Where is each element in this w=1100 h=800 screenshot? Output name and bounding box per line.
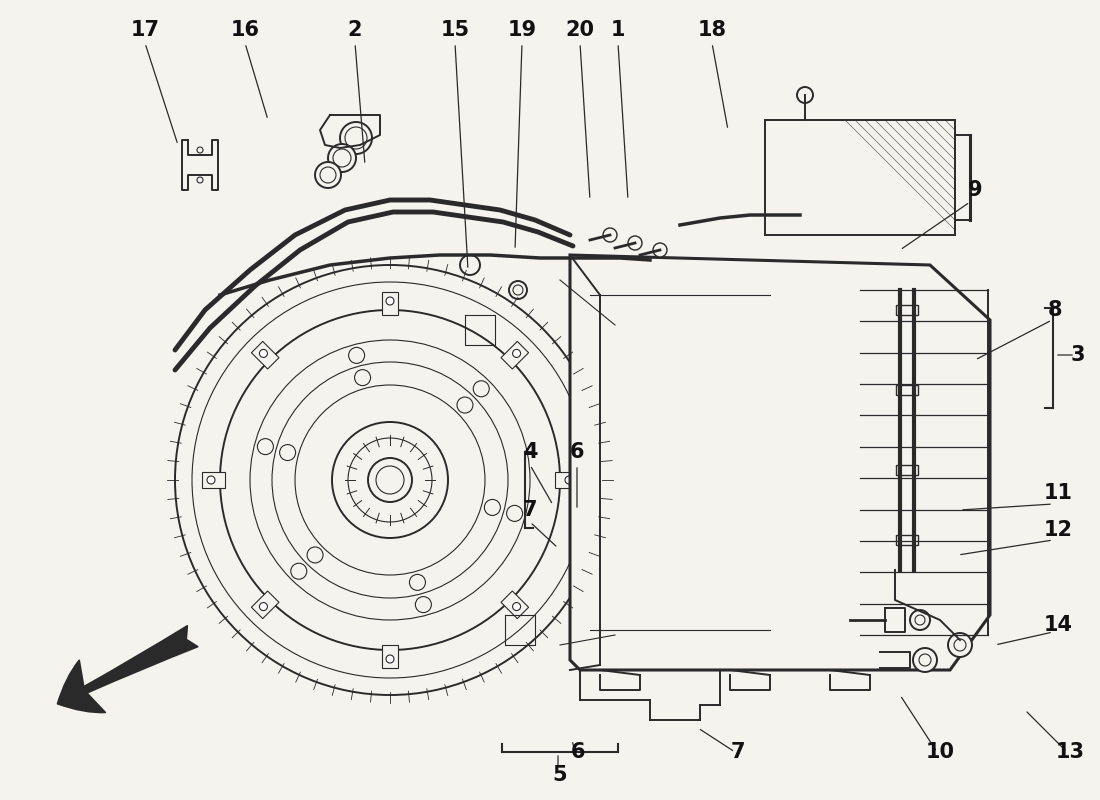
Text: 13: 13: [1056, 742, 1085, 762]
Polygon shape: [252, 591, 279, 618]
Circle shape: [628, 236, 642, 250]
Text: 1: 1: [610, 20, 625, 40]
Bar: [764, 120, 955, 235]
Circle shape: [910, 610, 930, 630]
Polygon shape: [202, 472, 226, 488]
Polygon shape: [500, 342, 529, 369]
Text: 20: 20: [565, 20, 594, 40]
Circle shape: [386, 655, 394, 663]
Text: 14: 14: [1044, 615, 1072, 635]
Circle shape: [332, 422, 448, 538]
Polygon shape: [556, 472, 578, 488]
Circle shape: [348, 438, 432, 522]
Text: 18: 18: [697, 20, 726, 40]
Circle shape: [948, 633, 972, 657]
Circle shape: [315, 162, 341, 188]
Bar: [896, 305, 918, 315]
Text: 12: 12: [1044, 520, 1072, 540]
Polygon shape: [252, 342, 279, 369]
Bar: [896, 385, 918, 395]
Circle shape: [368, 458, 412, 502]
Circle shape: [460, 255, 480, 275]
PathPatch shape: [570, 255, 990, 670]
Circle shape: [798, 87, 813, 103]
Polygon shape: [382, 645, 398, 668]
Text: 6: 6: [571, 742, 585, 762]
Circle shape: [954, 639, 966, 651]
Circle shape: [603, 228, 617, 242]
Text: 8: 8: [1047, 300, 1063, 320]
Circle shape: [340, 122, 372, 154]
Text: 3: 3: [1070, 345, 1086, 365]
Text: 4: 4: [522, 442, 537, 462]
Text: 7: 7: [730, 742, 746, 762]
Text: 16: 16: [231, 20, 260, 40]
Text: 7: 7: [522, 500, 537, 520]
Circle shape: [513, 350, 520, 358]
Text: 10: 10: [925, 742, 955, 762]
Circle shape: [328, 144, 356, 172]
Text: 17: 17: [131, 20, 160, 40]
Circle shape: [513, 602, 520, 610]
Text: 2: 2: [348, 20, 362, 40]
Circle shape: [565, 476, 573, 484]
Text: 9: 9: [968, 180, 982, 200]
Text: 19: 19: [507, 20, 537, 40]
Circle shape: [653, 243, 667, 257]
Circle shape: [509, 281, 527, 299]
Circle shape: [260, 350, 267, 358]
Text: 6: 6: [570, 442, 584, 462]
Circle shape: [386, 297, 394, 305]
Circle shape: [260, 602, 267, 610]
Text: 11: 11: [1044, 483, 1072, 503]
Circle shape: [207, 476, 215, 484]
Text: 15: 15: [440, 20, 470, 40]
Polygon shape: [382, 292, 398, 315]
Bar: [896, 465, 918, 475]
Circle shape: [197, 147, 204, 153]
Circle shape: [913, 648, 937, 672]
Text: 5: 5: [552, 765, 568, 785]
Bar: [896, 535, 918, 545]
Polygon shape: [500, 591, 529, 618]
Circle shape: [197, 177, 204, 183]
Circle shape: [376, 466, 404, 494]
